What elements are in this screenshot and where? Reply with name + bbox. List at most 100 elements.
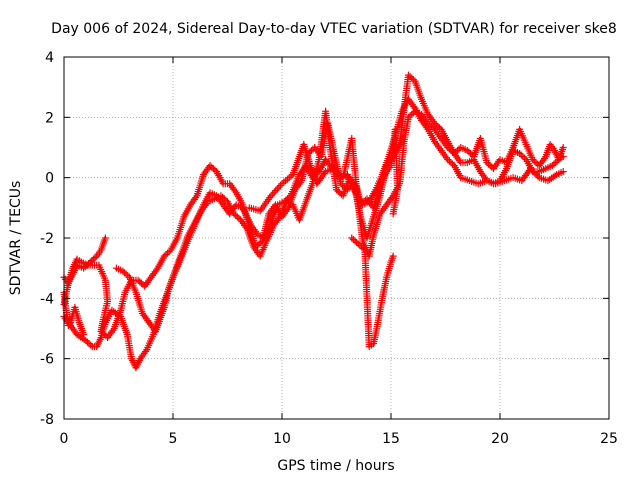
- data-point-s2: [164, 249, 172, 257]
- data-point-s3: [465, 148, 473, 156]
- x-tick-label: 0: [60, 431, 69, 447]
- data-point-s3: [483, 159, 491, 167]
- data-point-s2: [337, 180, 345, 188]
- data-point-s3: [122, 270, 130, 278]
- data-point-s1: [83, 338, 91, 346]
- data-point-s3: [450, 150, 458, 158]
- data-point-s3: [485, 160, 493, 168]
- data-point-s2: [209, 165, 217, 173]
- data-point-s1: [283, 195, 291, 203]
- y-tick-label: -4: [40, 291, 54, 307]
- data-point-s5: [356, 242, 364, 250]
- x-axis-label: GPS time / hours: [277, 458, 394, 474]
- data-point-s0: [89, 255, 97, 263]
- data-point-s5: [351, 237, 359, 245]
- data-point-s2: [165, 248, 173, 256]
- data-point-s2: [162, 251, 170, 259]
- data-point-s2: [432, 121, 440, 129]
- data-point-s2: [99, 329, 107, 337]
- data-point-s3: [408, 110, 416, 118]
- data-point-s3: [220, 195, 228, 203]
- y-tick-label: -2: [40, 231, 54, 247]
- axis-ticks: 0 5 10 15 20 25 -8 -6 -4 -2 0 2 4: [40, 50, 618, 447]
- data-point-s4: [360, 198, 368, 206]
- data-point-s2: [436, 124, 444, 132]
- data-point-s3: [467, 150, 475, 158]
- data-point-s2: [255, 240, 263, 248]
- data-point-s5: [353, 239, 361, 247]
- data-point-s2: [208, 163, 216, 171]
- data-point-s3: [217, 192, 225, 200]
- data-point-s3: [452, 148, 460, 156]
- data-point-s1: [82, 337, 90, 345]
- data-point-s3: [444, 144, 452, 151]
- data-point-s3: [235, 214, 243, 222]
- data-point-s2: [519, 153, 527, 161]
- data-point-s2: [97, 328, 105, 336]
- data-point-s1: [445, 157, 453, 165]
- data-point-s2: [134, 276, 142, 284]
- data-point-s6: [65, 320, 73, 328]
- data-point-s3: [424, 119, 432, 127]
- data-point-s2: [550, 160, 558, 168]
- data-point-s3: [463, 147, 471, 155]
- data-point-s2: [211, 166, 219, 174]
- data-point-s4: [275, 183, 283, 191]
- data-point-s5: [354, 240, 362, 248]
- x-tick-label: 20: [491, 431, 509, 447]
- data-point-s1: [559, 168, 567, 176]
- data-point-s5: [358, 243, 366, 251]
- y-tick-label: 4: [45, 50, 54, 66]
- x-tick-label: 10: [273, 431, 291, 447]
- data-point-s1: [87, 341, 95, 349]
- data-point-s1: [447, 159, 455, 167]
- x-tick-label: 15: [382, 431, 400, 447]
- data-point-s1: [85, 340, 93, 348]
- data-point-s3: [427, 122, 435, 130]
- data-point-s4: [269, 190, 277, 198]
- data-point-s1: [449, 160, 457, 168]
- plot-frame: [63, 56, 610, 420]
- data-point-s2: [408, 74, 416, 82]
- data-point-s2: [548, 162, 556, 170]
- data-point-s3: [232, 211, 240, 219]
- x-tick-label: 25: [600, 431, 618, 447]
- data-point-s1: [534, 172, 542, 180]
- data-point-s4: [273, 185, 281, 193]
- data-point-s3: [124, 272, 132, 280]
- data-point-s2: [137, 279, 145, 287]
- data-point-s2: [136, 278, 144, 286]
- data-point-s3: [445, 145, 453, 153]
- y-tick-label: 0: [45, 171, 54, 187]
- data-point-s3: [404, 113, 412, 121]
- data-point-s3: [230, 210, 238, 218]
- data-point-s5: [359, 245, 367, 253]
- data-point-s3: [529, 156, 537, 164]
- data-point-s3: [219, 193, 227, 201]
- data-point-s4: [270, 188, 278, 196]
- grid: [64, 57, 609, 419]
- data-point-s3: [119, 267, 127, 275]
- data-point-s2: [257, 239, 265, 247]
- data-point-s2: [409, 76, 417, 84]
- data-point-s5: [389, 252, 397, 260]
- data-point-s2: [516, 150, 524, 158]
- data-point-s3: [426, 121, 434, 129]
- data-point-s3: [486, 162, 494, 170]
- data-point-s4: [356, 201, 364, 209]
- chart-title: Day 006 of 2024, Sidereal Day-to-day VTE…: [51, 21, 617, 37]
- data-point-s3: [333, 186, 340, 194]
- data-point-s5: [348, 234, 356, 242]
- y-axis-label: SDTVAR / TECUs: [8, 181, 24, 296]
- data-point-s3: [532, 159, 540, 167]
- data-point-s4: [276, 181, 284, 189]
- data-point-s0: [101, 234, 109, 242]
- data-point-s0: [91, 254, 99, 262]
- data-point-s2: [406, 73, 414, 81]
- data-point-s2: [100, 331, 108, 339]
- data-point-s2: [434, 122, 442, 130]
- data-point-s3: [447, 147, 455, 155]
- data-point-s4: [267, 192, 275, 200]
- data-point-s3: [559, 144, 567, 151]
